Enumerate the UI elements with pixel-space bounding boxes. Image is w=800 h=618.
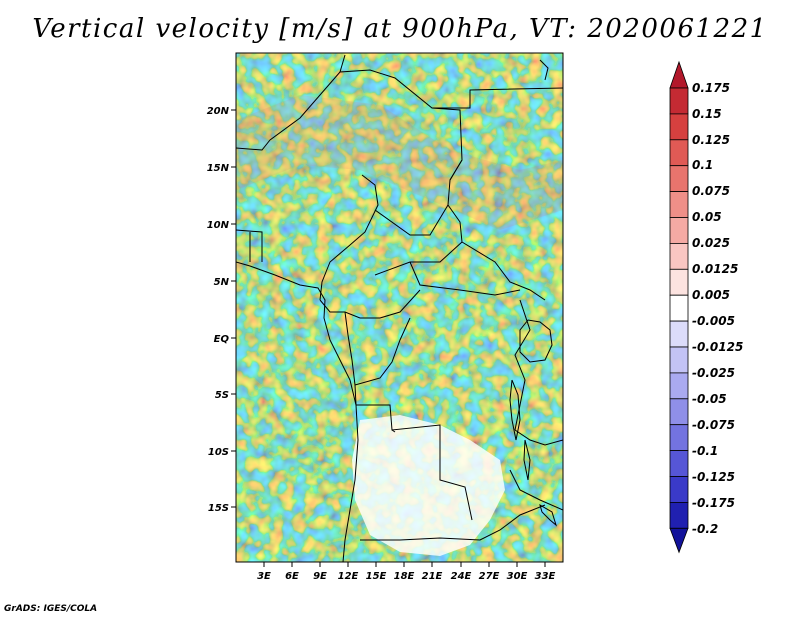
latitude-labels: 20N 15N 10N 5N EQ 5S 10S 15S — [207, 106, 230, 514]
lat-label: EQ — [214, 334, 230, 345]
colorbar-segment — [669, 268, 689, 296]
colorbar-label: -0.125 — [692, 470, 735, 484]
lon-label: 18E — [394, 571, 415, 582]
colorbar-segment — [669, 165, 689, 192]
colorbar-segment — [669, 527, 689, 554]
colorbar-label: -0.175 — [692, 496, 735, 510]
colorbar-segment — [669, 242, 689, 270]
longitude-labels: 3E 6E 9E 12E 15E 18E 21E 24E 27E 30E 33E — [257, 571, 555, 582]
colorbar-label: 0.15 — [692, 107, 722, 121]
lat-label: 15S — [208, 503, 229, 514]
lat-label: 20N — [207, 106, 230, 117]
colorbar-label: -0.025 — [692, 366, 735, 380]
colorbar-segment — [669, 294, 689, 322]
colorbar-label: -0.0125 — [692, 340, 743, 354]
country-borders — [236, 54, 563, 562]
colorbar-segment — [669, 346, 689, 374]
lon-label: 6E — [285, 571, 299, 582]
axis-ticks — [231, 109, 546, 567]
colorbar-segment — [669, 320, 689, 348]
colorbar-segment — [669, 372, 689, 400]
velocity-field — [236, 53, 563, 562]
lon-label: 24E — [451, 571, 472, 582]
colorbar-label: 0.175 — [692, 81, 730, 95]
colorbar-label: -0.005 — [692, 314, 735, 328]
colorbar-label: 0.1 — [692, 158, 713, 172]
colorbar-segment — [669, 476, 689, 503]
colorbar-label: 0.05 — [692, 210, 722, 224]
colorbar-segment — [669, 191, 689, 218]
colorbar-segment — [669, 87, 689, 115]
colorbar-label: 0.025 — [692, 236, 730, 250]
colorbar-segment — [669, 398, 689, 426]
colorbar-label: 0.125 — [692, 133, 730, 147]
colorbar-segment — [669, 450, 689, 477]
colorbar-segment — [669, 139, 689, 167]
colorbar-segment — [669, 60, 689, 89]
map-frame — [235, 52, 564, 563]
lon-label: 3E — [257, 571, 271, 582]
lat-label: 15N — [207, 163, 230, 174]
colorbar-segment — [669, 113, 689, 141]
colorbar-label: 0.0125 — [692, 262, 738, 276]
lon-label: 15E — [366, 571, 387, 582]
lon-label: 27E — [479, 571, 500, 582]
map-title: Vertical velocity [m/s] at 900hPa, VT: 2… — [32, 14, 768, 44]
lon-label: 33E — [535, 571, 556, 582]
colorbar-segment — [669, 424, 689, 452]
colorbar-labels: 0.175 0.15 0.125 0.1 0.075 0.05 0.025 0.… — [692, 81, 743, 536]
colorbar-label: -0.2 — [692, 522, 718, 536]
lat-label: 5S — [215, 390, 229, 401]
lat-label: 10N — [207, 220, 230, 231]
colorbar-label: -0.05 — [692, 392, 727, 406]
colorbar-label: 0.005 — [692, 288, 730, 302]
lon-label: 21E — [422, 571, 443, 582]
grads-credit: GrADS: IGES/COLA — [4, 604, 98, 614]
colorbar — [669, 60, 689, 554]
lat-label: 10S — [208, 447, 229, 458]
colorbar-segment — [669, 501, 689, 529]
colorbar-label: -0.1 — [692, 444, 718, 458]
lat-label: 5N — [214, 277, 230, 288]
lon-label: 12E — [338, 571, 359, 582]
colorbar-segment — [669, 217, 689, 244]
colorbar-label: -0.075 — [692, 418, 735, 432]
lon-label: 30E — [507, 571, 528, 582]
lon-label: 9E — [313, 571, 327, 582]
colorbar-label: 0.075 — [692, 184, 730, 198]
